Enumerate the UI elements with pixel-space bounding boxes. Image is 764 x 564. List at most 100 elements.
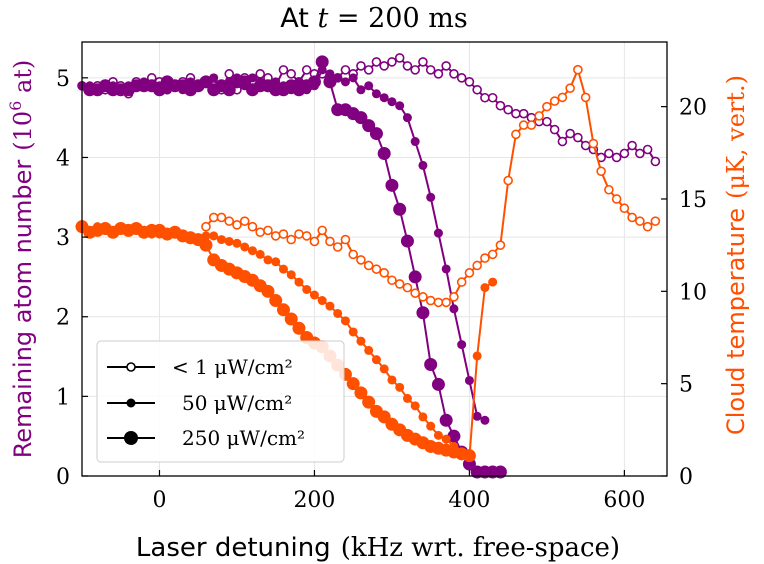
data-point bbox=[332, 242, 343, 252]
data-point bbox=[573, 132, 583, 143]
data-point bbox=[580, 140, 591, 151]
data-point bbox=[270, 231, 281, 241]
data-point bbox=[364, 81, 374, 91]
chart-title-var: t bbox=[317, 3, 328, 34]
data-point bbox=[635, 148, 645, 159]
data-point bbox=[635, 216, 645, 226]
data-point bbox=[286, 69, 297, 79]
series-temperature-3 bbox=[201, 64, 661, 308]
data-point bbox=[317, 296, 327, 306]
data-point bbox=[364, 345, 374, 355]
data-point bbox=[650, 216, 661, 226]
data-point bbox=[526, 120, 537, 130]
data-point bbox=[302, 284, 312, 294]
y-axis-left-label-exp: 6 bbox=[6, 101, 25, 111]
data-point bbox=[348, 249, 358, 260]
y-axis-left-label: Remaining atom number (106 at) bbox=[6, 60, 37, 459]
data-point bbox=[447, 429, 461, 443]
data-point bbox=[410, 288, 420, 298]
data-point bbox=[315, 55, 329, 69]
data-point bbox=[247, 246, 257, 256]
data-point bbox=[449, 292, 459, 302]
data-point bbox=[416, 306, 430, 320]
data-point bbox=[518, 120, 529, 130]
data-point bbox=[199, 75, 213, 89]
y-axis-right-label: Cloud temperature (μK, vert.) bbox=[722, 75, 750, 435]
legend-label-low-power: < 1 μW/cm² bbox=[172, 355, 293, 379]
data-point bbox=[333, 308, 343, 318]
data-point bbox=[387, 375, 397, 385]
data-point bbox=[152, 83, 166, 97]
data-point bbox=[565, 83, 575, 93]
data-point bbox=[457, 340, 467, 350]
data-point bbox=[371, 264, 382, 274]
data-point bbox=[309, 290, 319, 300]
data-point bbox=[340, 234, 351, 245]
data-point bbox=[542, 116, 552, 127]
data-point bbox=[224, 236, 234, 246]
data-point bbox=[199, 238, 213, 252]
data-point bbox=[340, 77, 350, 87]
data-point bbox=[394, 53, 405, 63]
data-point bbox=[549, 124, 560, 135]
data-point bbox=[208, 212, 219, 223]
x-axis-label-unit: (kHz wrt. free-space) bbox=[341, 533, 620, 563]
legend-entry-mid-power: 50 μW/cm² bbox=[107, 391, 292, 415]
data-point bbox=[433, 430, 443, 440]
legend: < 1 μW/cm² 50 μW/cm² 250 μW/cm² bbox=[96, 340, 345, 463]
data-point bbox=[480, 253, 490, 263]
data-point bbox=[426, 421, 436, 431]
data-point bbox=[611, 152, 622, 163]
data-point bbox=[238, 75, 252, 89]
data-point bbox=[464, 268, 475, 278]
data-point bbox=[348, 73, 358, 83]
data-point bbox=[292, 321, 306, 335]
y-left-tick-label: 2 bbox=[56, 306, 70, 331]
data-point bbox=[356, 336, 366, 346]
data-point bbox=[340, 316, 350, 326]
data-point bbox=[580, 92, 591, 103]
data-point bbox=[362, 395, 376, 409]
data-point bbox=[387, 57, 397, 67]
data-point bbox=[588, 138, 599, 149]
plot-frame bbox=[81, 41, 668, 477]
data-point bbox=[487, 249, 498, 260]
data-point bbox=[369, 127, 383, 141]
data-point bbox=[232, 238, 242, 248]
chart-title-text: At bbox=[280, 3, 317, 34]
data-point bbox=[239, 216, 250, 226]
data-point bbox=[611, 194, 622, 204]
data-point bbox=[402, 282, 413, 293]
data-point bbox=[472, 411, 482, 421]
data-point bbox=[394, 279, 405, 289]
data-point bbox=[307, 75, 321, 89]
data-point bbox=[301, 231, 312, 241]
legend-label-high-power: 250 μW/cm² bbox=[182, 426, 305, 450]
x-axis-label-text: Laser detuning bbox=[136, 533, 331, 563]
data-point bbox=[284, 312, 298, 326]
data-point bbox=[480, 415, 490, 425]
data-point bbox=[395, 101, 405, 111]
data-point bbox=[487, 92, 498, 103]
data-point bbox=[511, 129, 521, 140]
data-point bbox=[263, 225, 273, 236]
y-axis-right-label-text: Cloud temperature bbox=[722, 208, 750, 435]
data-point bbox=[472, 260, 482, 271]
data-point bbox=[371, 57, 382, 67]
data-point bbox=[418, 412, 428, 422]
data-point bbox=[294, 277, 304, 287]
data-point bbox=[216, 235, 226, 245]
data-point bbox=[278, 264, 288, 274]
y-right-tick-label: 20 bbox=[679, 96, 707, 121]
data-point bbox=[276, 303, 290, 317]
x-tick-label: 600 bbox=[603, 488, 645, 513]
y-axis-left-label-unit: (10 bbox=[9, 111, 37, 151]
data-point bbox=[363, 65, 374, 75]
data-point bbox=[278, 229, 289, 239]
data-point bbox=[255, 249, 265, 259]
data-point bbox=[573, 64, 583, 75]
data-point bbox=[542, 101, 552, 112]
y-left-tick-label: 3 bbox=[56, 226, 70, 251]
y-left-tick-label: 4 bbox=[56, 146, 70, 171]
